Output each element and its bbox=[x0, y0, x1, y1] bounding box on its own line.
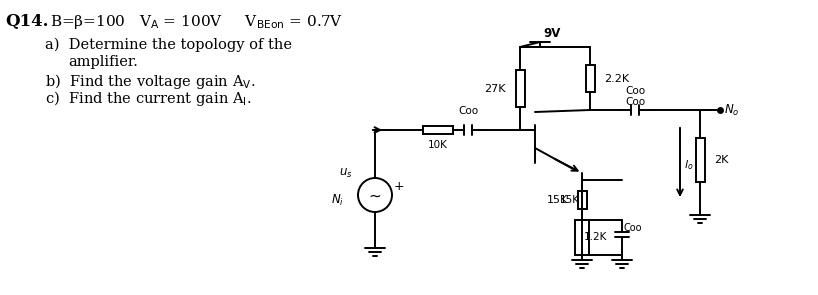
Text: 15K: 15K bbox=[560, 195, 580, 205]
Text: 27K: 27K bbox=[484, 83, 506, 94]
Text: Coo: Coo bbox=[625, 86, 645, 96]
Text: 10K: 10K bbox=[428, 140, 448, 150]
Text: 15K: 15K bbox=[546, 195, 568, 205]
Text: $u_s$: $u_s$ bbox=[339, 166, 353, 180]
Text: 9V: 9V bbox=[543, 27, 560, 40]
Bar bbox=[578, 191, 587, 209]
Text: +: + bbox=[394, 181, 405, 194]
Text: amplifier.: amplifier. bbox=[68, 55, 138, 69]
Text: Coo: Coo bbox=[625, 97, 645, 107]
Text: 2.2K: 2.2K bbox=[604, 73, 629, 83]
Text: 2K: 2K bbox=[714, 155, 728, 165]
Text: Coo: Coo bbox=[624, 223, 642, 233]
Text: B=β=100   V$_\mathsf{A}$ = 100V     V$_\mathsf{BEon}$ = 0.7V: B=β=100 V$_\mathsf{A}$ = 100V V$_\mathsf… bbox=[50, 13, 343, 31]
Text: Coo: Coo bbox=[458, 106, 478, 116]
Text: $N_o$: $N_o$ bbox=[724, 102, 739, 117]
Text: b)  Find the voltage gain A$_\mathsf{V}$.: b) Find the voltage gain A$_\mathsf{V}$. bbox=[45, 72, 255, 91]
Bar bbox=[575, 220, 589, 255]
Bar bbox=[423, 126, 453, 134]
Bar bbox=[515, 70, 524, 107]
Text: Q14.: Q14. bbox=[5, 13, 48, 30]
Bar bbox=[586, 65, 595, 92]
Bar bbox=[695, 138, 704, 182]
Text: $N_i$: $N_i$ bbox=[331, 192, 344, 208]
Text: 1.2K: 1.2K bbox=[584, 232, 608, 242]
Text: ~: ~ bbox=[369, 189, 381, 204]
Text: a)  Determine the topology of the: a) Determine the topology of the bbox=[45, 38, 292, 53]
Text: $l_o$: $l_o$ bbox=[684, 158, 694, 172]
Text: c)  Find the current gain A$_\mathsf{I}$.: c) Find the current gain A$_\mathsf{I}$. bbox=[45, 89, 251, 108]
